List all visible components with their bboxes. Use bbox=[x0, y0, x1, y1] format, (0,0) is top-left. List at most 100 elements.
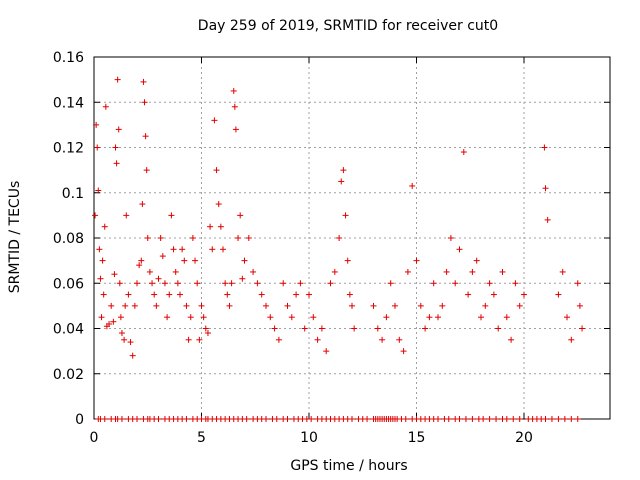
data-point bbox=[387, 280, 394, 287]
data-point bbox=[338, 178, 345, 185]
data-point bbox=[209, 246, 216, 253]
data-point bbox=[456, 416, 463, 422]
data-point bbox=[174, 280, 181, 287]
data-point bbox=[131, 302, 138, 309]
data-point bbox=[439, 302, 446, 309]
data-point bbox=[469, 416, 476, 422]
data-point bbox=[495, 325, 502, 332]
data-point bbox=[111, 271, 118, 278]
data-point bbox=[95, 187, 102, 194]
data-point bbox=[503, 314, 510, 321]
data-point bbox=[97, 275, 104, 282]
data-point bbox=[170, 246, 177, 253]
data-point bbox=[346, 291, 353, 298]
data-point bbox=[568, 416, 575, 422]
data-point bbox=[473, 257, 480, 264]
data-point bbox=[142, 133, 149, 140]
data-point bbox=[159, 253, 166, 260]
data-point bbox=[230, 87, 237, 94]
data-point bbox=[181, 257, 188, 264]
data-point bbox=[310, 314, 317, 321]
grid bbox=[94, 57, 610, 419]
data-point bbox=[217, 223, 224, 230]
data-point bbox=[426, 314, 433, 321]
data-point bbox=[342, 212, 349, 219]
data-point bbox=[185, 336, 192, 343]
data-point bbox=[542, 416, 549, 422]
data-point bbox=[93, 121, 100, 128]
x-tick-label: 5 bbox=[197, 430, 206, 446]
data-point bbox=[155, 416, 162, 422]
data-point bbox=[94, 144, 101, 151]
data-point bbox=[404, 268, 411, 275]
data-point bbox=[118, 330, 125, 337]
data-point bbox=[512, 280, 519, 287]
data-point bbox=[241, 257, 248, 264]
data-point bbox=[226, 302, 233, 309]
data-point bbox=[574, 416, 581, 422]
data-point bbox=[561, 416, 568, 422]
data-point bbox=[166, 291, 173, 298]
data-point bbox=[409, 182, 416, 189]
data-point bbox=[196, 336, 203, 343]
data-point bbox=[144, 235, 151, 241]
data-point bbox=[110, 318, 117, 325]
data-point bbox=[564, 314, 570, 321]
data-point bbox=[574, 280, 581, 287]
data-points bbox=[92, 76, 586, 422]
data-point bbox=[149, 280, 156, 287]
data-point bbox=[224, 291, 231, 298]
data-point bbox=[544, 216, 551, 223]
data-point bbox=[301, 325, 308, 332]
data-point bbox=[157, 235, 164, 241]
data-point bbox=[478, 314, 484, 321]
data-point bbox=[541, 144, 548, 151]
data-point bbox=[430, 280, 437, 287]
data-point bbox=[140, 78, 147, 85]
data-point bbox=[222, 280, 229, 287]
data-point bbox=[232, 126, 239, 133]
data-point bbox=[213, 167, 220, 174]
data-point bbox=[189, 235, 196, 241]
x-tick-label: 0 bbox=[90, 430, 99, 446]
chart-title: Day 259 of 2019, SRMTID for receiver cut… bbox=[198, 18, 498, 34]
data-point bbox=[447, 235, 454, 241]
data-point bbox=[548, 416, 555, 422]
y-axis-label: SRMTID / TECUs bbox=[7, 181, 23, 294]
data-point bbox=[516, 416, 523, 422]
data-point bbox=[122, 302, 129, 309]
data-point bbox=[168, 212, 175, 219]
data-point bbox=[127, 339, 134, 346]
data-point bbox=[327, 280, 334, 287]
data-point bbox=[123, 212, 130, 219]
data-point bbox=[250, 268, 257, 275]
data-point bbox=[258, 291, 265, 298]
data-point bbox=[207, 223, 214, 230]
data-point bbox=[228, 280, 235, 287]
data-point bbox=[117, 314, 124, 321]
data-point bbox=[445, 416, 452, 422]
data-point bbox=[542, 185, 549, 192]
data-point bbox=[480, 416, 487, 422]
data-point bbox=[490, 291, 497, 298]
data-point bbox=[187, 314, 194, 321]
data-point bbox=[204, 330, 211, 337]
data-point bbox=[101, 416, 108, 422]
data-point bbox=[106, 320, 113, 327]
data-point bbox=[331, 268, 338, 275]
data-point bbox=[374, 325, 381, 332]
data-point bbox=[96, 246, 103, 253]
data-point bbox=[129, 352, 136, 359]
data-point bbox=[139, 201, 146, 208]
data-point bbox=[172, 268, 179, 275]
data-point bbox=[555, 291, 562, 298]
data-point bbox=[452, 280, 459, 287]
axis-ticks: 0 0.02 0.04 0.06 0.08 0.1 0.12 0.14 0.16 0 5 10 15 20 bbox=[53, 50, 610, 446]
data-point bbox=[220, 246, 226, 253]
data-point bbox=[435, 314, 441, 321]
data-point bbox=[555, 416, 562, 422]
data-point bbox=[284, 416, 291, 422]
data-point bbox=[100, 291, 107, 298]
data-point bbox=[98, 314, 105, 321]
